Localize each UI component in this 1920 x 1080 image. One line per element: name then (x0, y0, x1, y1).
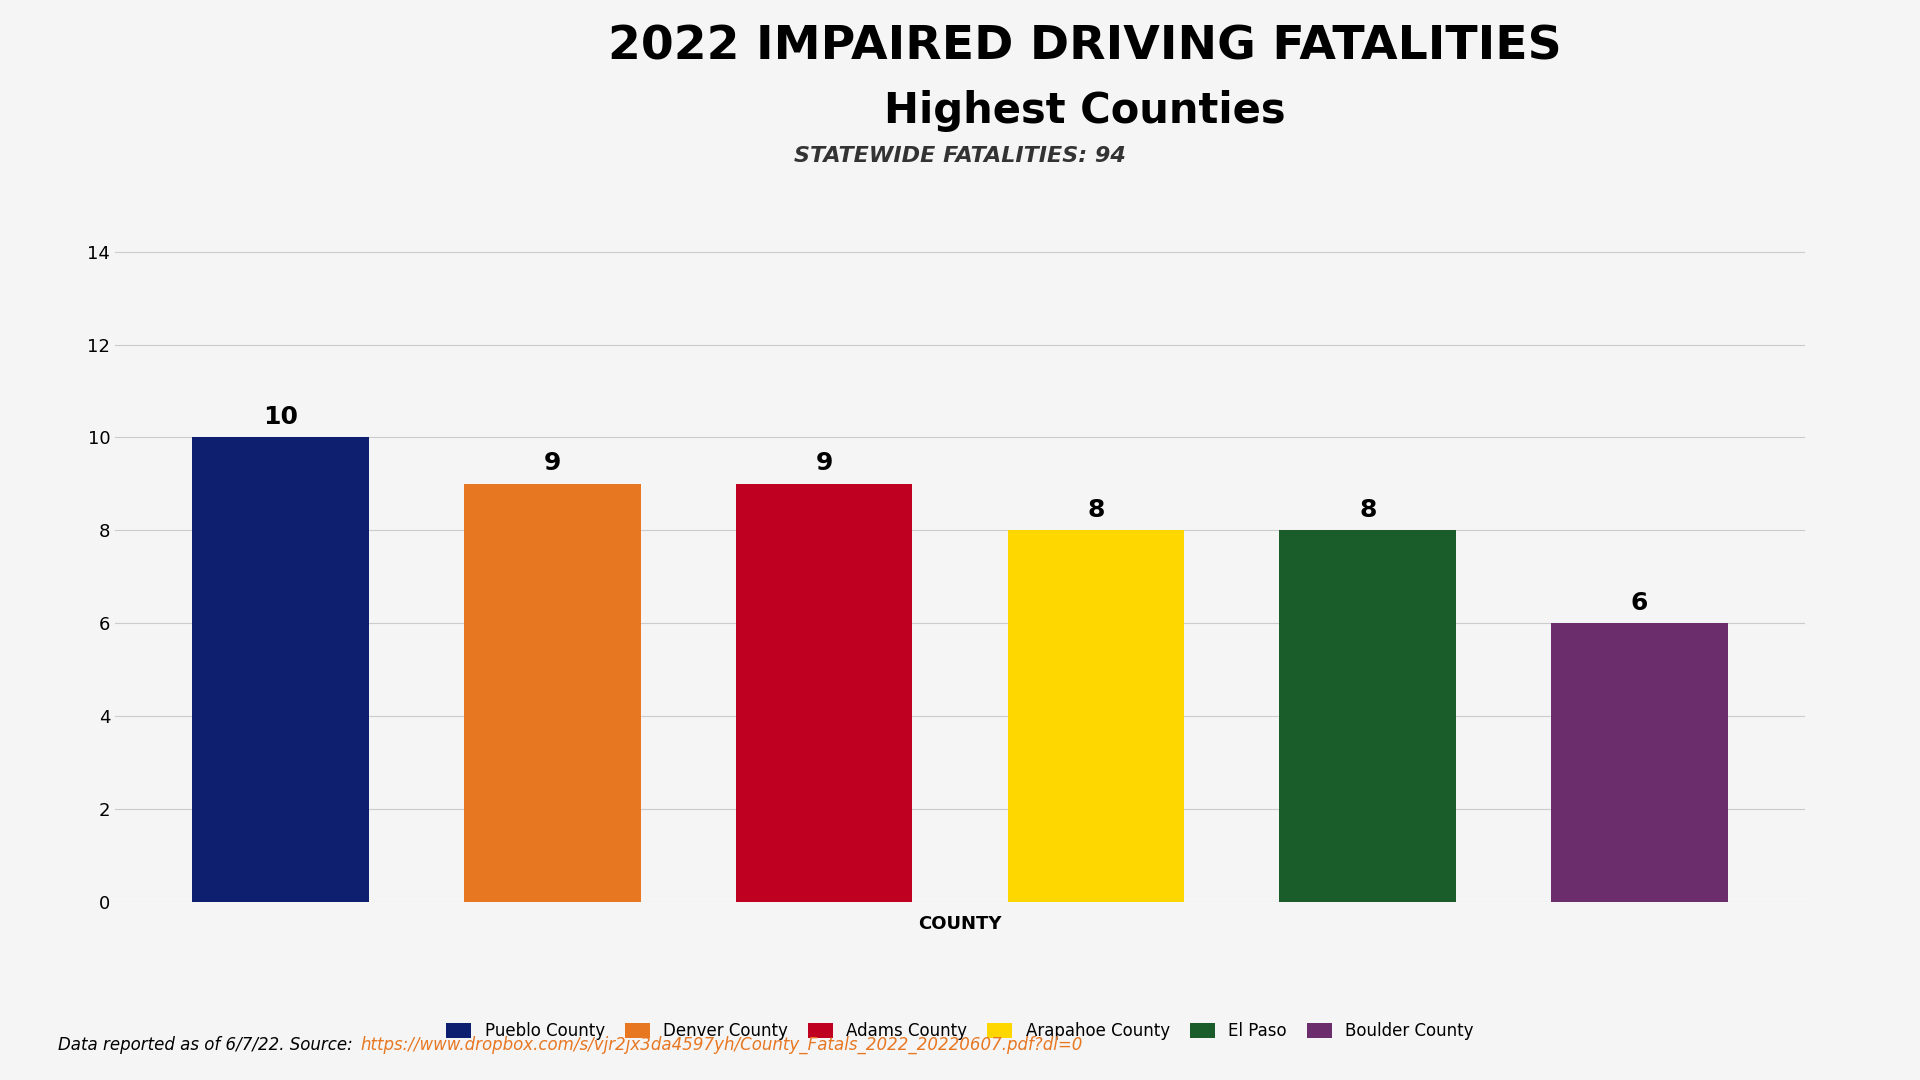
Text: Data reported as of 6/7/22. Source:: Data reported as of 6/7/22. Source: (58, 1036, 357, 1054)
Text: 9: 9 (543, 451, 561, 475)
Text: 8: 8 (1359, 498, 1377, 522)
Text: 9: 9 (816, 451, 833, 475)
Legend: Pueblo County, Denver County, Adams County, Arapahoe County, El Paso, Boulder Co: Pueblo County, Denver County, Adams Coun… (440, 1015, 1480, 1047)
Bar (1279, 530, 1455, 902)
Text: 6: 6 (1630, 591, 1649, 615)
Text: 10: 10 (263, 405, 298, 429)
Bar (465, 484, 641, 902)
Bar (735, 484, 912, 902)
Text: 8: 8 (1087, 498, 1104, 522)
Text: https://www.dropbox.com/s/vjr2jx3da4597yh/County_Fatals_2022_20220607.pdf?dl=0: https://www.dropbox.com/s/vjr2jx3da4597y… (361, 1036, 1083, 1054)
X-axis label: COUNTY: COUNTY (918, 915, 1002, 933)
Text: 2022 IMPAIRED DRIVING FATALITIES: 2022 IMPAIRED DRIVING FATALITIES (609, 25, 1561, 70)
Text: STATEWIDE FATALITIES: 94: STATEWIDE FATALITIES: 94 (795, 147, 1125, 166)
Bar (1008, 530, 1185, 902)
Bar (192, 437, 369, 902)
Bar (1551, 623, 1728, 902)
Text: Highest Counties: Highest Counties (883, 90, 1286, 132)
